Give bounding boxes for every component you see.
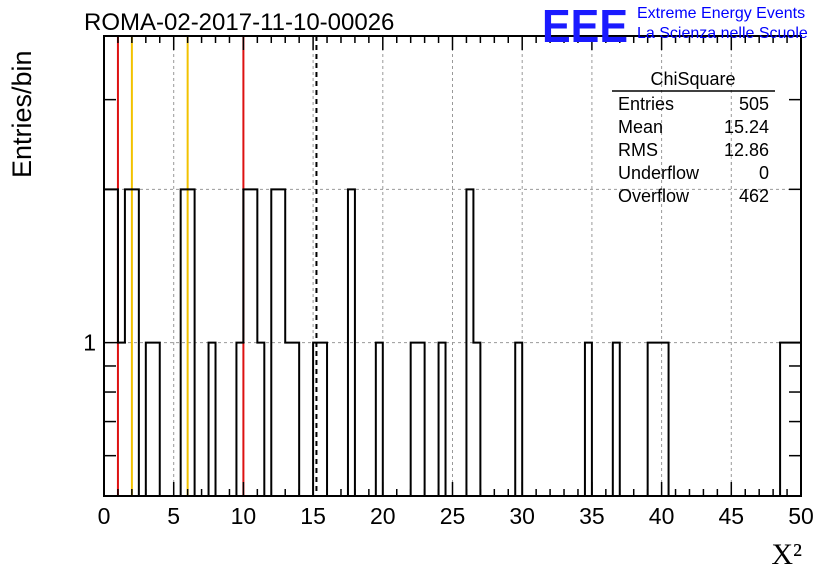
stats-label: Mean bbox=[618, 117, 663, 137]
y-tick-label: 1 bbox=[83, 330, 96, 356]
stats-value: 505 bbox=[739, 94, 769, 114]
stats-label: Entries bbox=[618, 94, 674, 114]
x-tick-label: 40 bbox=[649, 503, 675, 529]
stats-box: ChiSquare Entries 505 Mean 15.24 RMS 12.86 Und… bbox=[612, 69, 775, 206]
y-axis-ticks: 1 bbox=[83, 98, 801, 457]
x-tick-label: 15 bbox=[300, 503, 326, 529]
x-tick-label: 0 bbox=[98, 503, 111, 529]
eee-logo-mark: EEE bbox=[542, 0, 628, 52]
stats-label: Overflow bbox=[618, 186, 690, 206]
x-tick-label: 50 bbox=[788, 503, 814, 529]
stats-value: 12.86 bbox=[724, 140, 769, 160]
histogram-outline bbox=[103, 188, 801, 497]
x-tick-label: 35 bbox=[579, 503, 605, 529]
x-tick-label: 20 bbox=[370, 503, 396, 529]
eee-logo-line1: Extreme Energy Events bbox=[637, 5, 805, 22]
eee-logo-line2: La Scienza nelle Scuole bbox=[637, 25, 808, 42]
stats-value: 462 bbox=[739, 186, 769, 206]
x-tick-label: 10 bbox=[231, 503, 257, 529]
x-tick-label: 5 bbox=[167, 503, 180, 529]
chart-title: ROMA-02-2017-11-10-00026 bbox=[84, 9, 394, 36]
stats-label: RMS bbox=[618, 140, 658, 160]
stats-label: Underflow bbox=[618, 163, 700, 183]
x-axis-ticks: 0 5 10 15 20 25 30 35 40 45 50 bbox=[98, 36, 814, 529]
eee-logo: EEE Extreme Energy Events La Scienza nel… bbox=[542, 0, 808, 52]
stats-value: 15.24 bbox=[724, 117, 769, 137]
x-tick-label: 30 bbox=[509, 503, 535, 529]
reference-lines bbox=[116, 36, 318, 496]
stats-title: ChiSquare bbox=[650, 69, 735, 89]
x-tick-label: 25 bbox=[440, 503, 466, 529]
stats-value: 0 bbox=[759, 163, 769, 183]
x-tick-label: 45 bbox=[719, 503, 745, 529]
x-axis-label: X² bbox=[771, 538, 802, 571]
y-axis-label: Entries/bin bbox=[7, 50, 37, 178]
